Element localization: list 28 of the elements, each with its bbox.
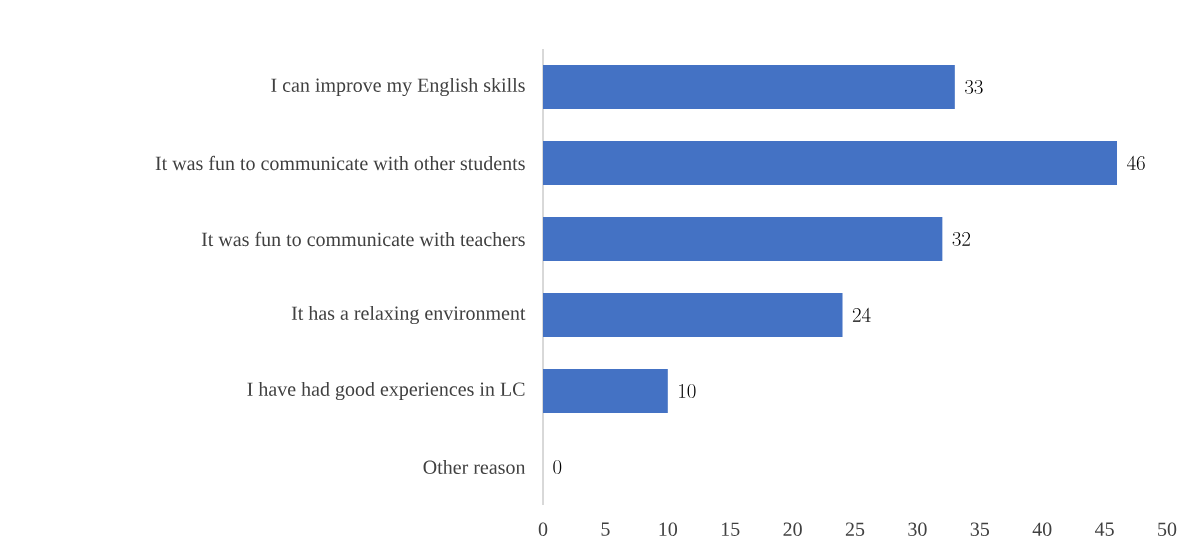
y-tick-label: I can improve my English skills (271, 77, 525, 97)
y-tick-label: It was fun to communicate with other students (155, 155, 525, 171)
y-tick-label: It has a relaxing environment (291, 305, 526, 325)
bar (543, 368, 668, 413)
bar (543, 141, 1118, 185)
y-tick-label: Other reason (423, 459, 526, 475)
y-tick-label: I have had good experiences in LC (247, 381, 525, 401)
x-tick-label: 0 (538, 522, 548, 537)
data-label: 0 (553, 459, 562, 475)
x-tick-label: 20 (783, 522, 802, 537)
x-tick-label: 25 (845, 522, 865, 536)
x-tick-label: 40 (1032, 522, 1052, 537)
x-tick-label: 50 (1158, 522, 1177, 537)
data-label: 46 (1127, 155, 1145, 171)
x-tick-label: 5 (601, 522, 610, 536)
bar (543, 217, 943, 261)
x-tick-label: 10 (659, 522, 678, 537)
data-label: 10 (679, 383, 696, 399)
x-tick-label: 35 (970, 522, 990, 536)
y-tick-label: It was fun to communicate with teachers (201, 231, 525, 247)
bar (543, 292, 843, 337)
data-label: 24 (852, 307, 871, 322)
x-tick-label: 15 (721, 522, 740, 536)
x-tick-label: 30 (908, 522, 927, 537)
data-label: 33 (965, 79, 983, 95)
bar (543, 65, 955, 109)
data-label: 32 (952, 231, 971, 247)
x-tick-label: 45 (1094, 522, 1114, 536)
